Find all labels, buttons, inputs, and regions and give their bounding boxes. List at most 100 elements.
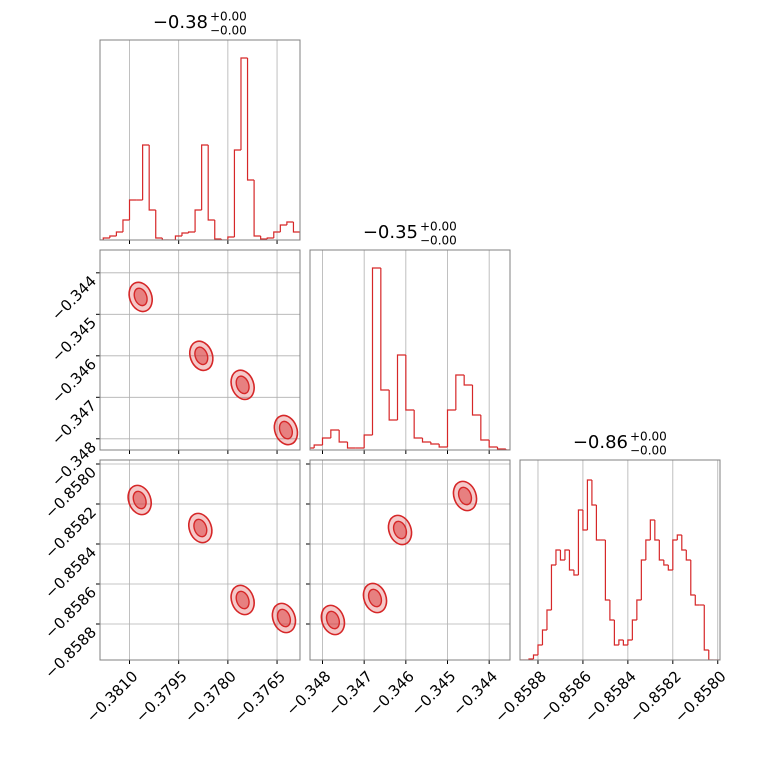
hist-step [233,149,241,237]
hist-step [636,599,642,620]
contour-group [320,480,478,636]
hist-step [455,374,465,410]
hist-step [148,145,156,211]
hist-step [559,550,565,561]
contour-outer [273,414,299,446]
hist-step [627,639,633,645]
hist-step [313,444,323,448]
hist-step [388,390,398,421]
hist-group [100,57,300,240]
contour-outer [188,340,214,372]
hist-step [346,442,356,449]
y-tick-label: −0.347 [48,397,100,449]
title: −0.86 [573,432,628,453]
hist-step [310,447,315,449]
hist-step [463,375,473,386]
hist-step [380,268,390,391]
hist-step [260,236,268,240]
hist-step [555,549,561,565]
hist-step [681,535,687,551]
hist-step [155,210,163,239]
hist-step [690,560,696,596]
y-tick-label: −0.345 [48,314,100,366]
contour-inner [132,490,147,510]
hist-step [371,267,381,435]
y-tick-label: −0.344 [48,272,100,324]
hist-step [253,180,261,237]
contour-inner [193,518,208,538]
contour-inner [457,486,473,506]
hist-step [488,440,498,448]
title: −0.38 [153,12,208,33]
hist-step [122,219,130,232]
hist-step [640,559,646,600]
hist-step [330,429,340,438]
hist-step [405,355,415,411]
hist-step [181,232,189,236]
hist-step [685,550,691,561]
panel-frame [99,39,301,241]
contour-outer [187,512,213,544]
hist-step [480,415,490,441]
hist-step [663,560,669,566]
hist-step [338,430,348,443]
hist-step [577,509,583,575]
hist-step [550,564,556,610]
hist-step [541,629,547,645]
x-tick-label: −0.348 [283,667,335,719]
hist-step [676,534,682,540]
hist-step [286,221,294,225]
hist-group [310,267,510,450]
hist-step [532,654,538,659]
hist-step [201,144,209,210]
title-upper: +0.00 [630,430,667,444]
hist-step [537,644,543,655]
hist-step [595,505,601,541]
hist-step [631,619,637,640]
contour-outer [271,602,297,634]
hist-step [672,539,678,570]
hist-step [505,449,510,450]
hist-step [240,57,248,150]
x-tick-label: −0.3795 [132,667,191,726]
hist-step [292,222,300,240]
hist-step [413,410,423,439]
hist-step [446,409,456,447]
contour-outer [128,281,153,313]
hist-step [573,570,579,576]
hist-step [613,620,619,646]
hist-step [609,600,615,621]
contour-outer [320,604,346,636]
hist-step [279,224,287,232]
x-tick-label: −0.345 [408,667,460,719]
panel-frame [99,459,301,661]
contour-outer [230,584,255,616]
contour-inner [276,608,292,628]
panel-frame [309,249,511,451]
title-upper: +0.00 [420,220,457,234]
x-tick-label: −0.3810 [83,667,142,726]
hist-step [246,58,255,181]
hist-step [273,231,281,238]
panel-frame [309,459,511,661]
hist-step [645,539,651,560]
hist-step [194,209,202,232]
hist-step [622,640,628,646]
contour-inner [235,590,250,610]
hist-step [109,235,117,238]
hist-step [564,549,570,560]
hist-step [102,237,110,240]
hist-step [128,199,137,220]
contour-inner [194,346,209,366]
contour-outer [230,369,255,401]
panel-frame [519,459,721,661]
contour-group [127,484,297,634]
contour-outer [127,484,153,516]
title-upper: +0.00 [210,10,247,24]
hist-step [142,144,150,200]
hist-step [396,354,406,420]
hist-step [438,444,448,448]
hist-step [654,520,660,541]
hist-step [618,639,624,645]
